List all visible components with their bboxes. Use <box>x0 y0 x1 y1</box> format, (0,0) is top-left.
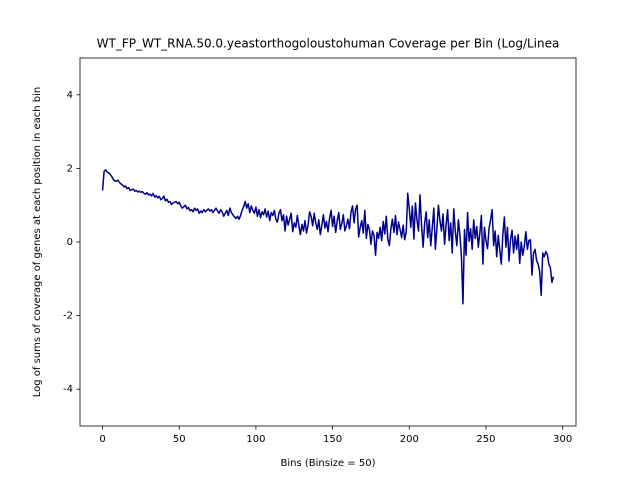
y-tick-label: 0 <box>67 237 73 248</box>
y-tick-label: -2 <box>63 311 73 322</box>
x-tick-label: 50 <box>173 434 186 445</box>
x-tick-label: 200 <box>400 434 419 445</box>
x-tick-label: 250 <box>476 434 495 445</box>
x-tick-label: 150 <box>323 434 342 445</box>
plot-frame <box>79 57 577 427</box>
chart-title: WT_FP_WT_RNA.50.0.yeastorthogoloustohuma… <box>97 37 560 51</box>
x-tick-label: 300 <box>553 434 572 445</box>
y-tick-label: 2 <box>67 163 73 174</box>
x-tick-label: 100 <box>246 434 265 445</box>
x-axis-label: Bins (Binsize = 50) <box>281 458 376 469</box>
line <box>101 169 555 305</box>
y-tick-label: 4 <box>67 90 73 101</box>
x-tick-label: 0 <box>99 434 105 445</box>
y-axis-label: Log of sums of coverage of genes at each… <box>32 87 43 398</box>
y-tick-label: -4 <box>63 384 73 395</box>
